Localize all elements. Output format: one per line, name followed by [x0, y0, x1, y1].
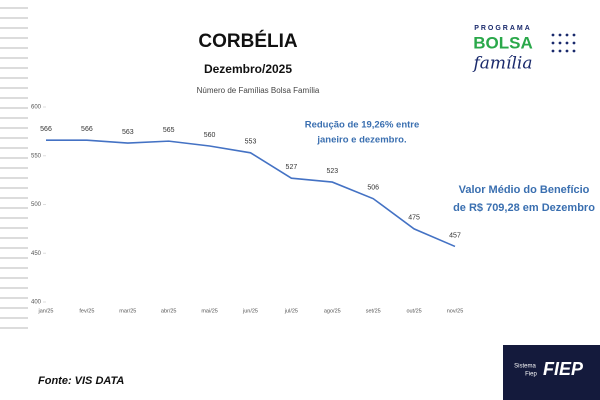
dot	[572, 41, 576, 45]
chart-label: Número de Famílias Bolsa Família	[197, 86, 320, 95]
data-label: 475	[408, 215, 420, 222]
footer-small: Sistema	[514, 364, 536, 370]
x-tick-label: nov/25	[447, 308, 464, 314]
stripes	[0, 7, 28, 329]
data-label: 527	[286, 164, 298, 171]
dot	[551, 33, 555, 37]
dot	[572, 33, 576, 37]
dot	[558, 33, 562, 37]
dot	[551, 41, 555, 45]
data-label: 563	[122, 129, 134, 136]
dot	[558, 49, 562, 53]
y-tick-label: 550	[31, 153, 42, 159]
x-tick-label: ago/25	[324, 308, 341, 314]
dot	[565, 41, 569, 45]
data-label: 566	[81, 126, 93, 133]
line	[46, 139, 456, 248]
dot	[551, 49, 555, 53]
footer-badge: Sistema Fiep FIEP	[503, 345, 600, 400]
y-tick-label: 500	[31, 202, 42, 208]
annotation: janeiro e dezembro.	[316, 135, 406, 146]
x-tick-label: out/25	[406, 308, 421, 314]
dot	[565, 49, 569, 53]
annotation: Valor Médio do Benefício	[459, 184, 590, 196]
data-label: 523	[326, 168, 338, 175]
footer-small: Fiep	[525, 372, 537, 378]
data-label: 553	[245, 139, 257, 146]
dot	[565, 33, 569, 37]
dot	[558, 41, 562, 45]
x-tick-label: jan/25	[38, 308, 54, 314]
y-tick-label: 400	[31, 300, 42, 306]
dot	[572, 49, 576, 53]
y-tick-label: 600	[31, 105, 42, 111]
data-label: 565	[163, 127, 175, 134]
data-label: 457	[449, 232, 461, 239]
logo-dots	[551, 33, 576, 53]
data-label: 560	[204, 132, 216, 139]
x-tick-label: jul/25	[284, 308, 298, 314]
x-tick-label: set/25	[366, 308, 381, 314]
x-tick-label: fev/25	[79, 308, 94, 314]
x-tick-label: jun/25	[242, 308, 258, 314]
logo-top: PROGRAMA	[474, 25, 532, 32]
logo: PROGRAMA BOLSA família	[472, 25, 576, 74]
annotation: Redução de 19,26% entre	[305, 120, 420, 131]
data-label: 566	[40, 126, 52, 133]
source: Fonte: VIS DATA	[38, 375, 124, 387]
y-tick-label: 450	[31, 251, 42, 257]
chart-title: CORBÉLIA	[198, 30, 298, 52]
footer-box	[503, 345, 600, 400]
footer-brand: FIEP	[543, 359, 584, 379]
logo-middle: BOLSA	[473, 33, 533, 52]
x-tick-label: abr/25	[161, 308, 177, 314]
x-tick-label: mai/25	[201, 308, 218, 314]
data-label: 506	[367, 184, 379, 191]
chart-subtitle: Dezembro/2025	[204, 62, 292, 76]
x-tick-label: mar/25	[119, 308, 136, 314]
annotation: de R$ 709,28 em Dezembro	[453, 202, 595, 214]
plot: 400 450 500 550 600 jan/25 fev/25 mar/25 abr/25 m…	[31, 105, 595, 315]
logo-bottom: família	[472, 54, 533, 74]
